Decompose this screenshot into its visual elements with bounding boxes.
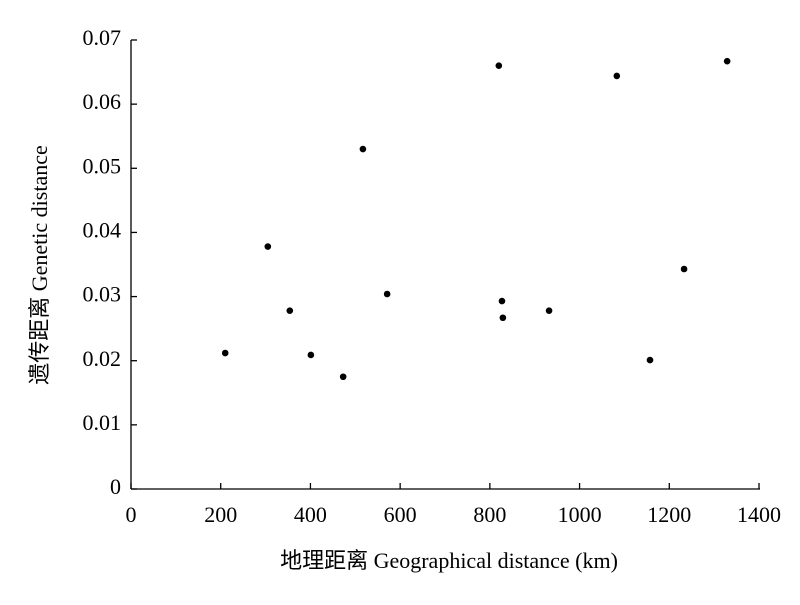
x-tick-label: 1400	[737, 502, 781, 527]
x-tick-label: 400	[294, 502, 327, 527]
x-tick-label: 0	[126, 502, 137, 527]
point	[359, 145, 367, 153]
point	[495, 62, 503, 69]
point	[613, 72, 621, 80]
y-tick-label: 0	[110, 474, 121, 499]
point	[723, 57, 731, 65]
x-tick-label: 1000	[558, 502, 602, 527]
point	[646, 356, 654, 364]
point	[680, 265, 688, 273]
point	[383, 290, 391, 298]
y-tick-label: 0.05	[83, 153, 122, 178]
point	[221, 349, 229, 357]
x-tick-label: 800	[473, 502, 506, 527]
point	[545, 307, 553, 314]
x-axis-label: 地理距离 Geographical distance (km)	[280, 548, 618, 573]
x-tick-label: 200	[204, 502, 237, 527]
point	[286, 307, 294, 314]
y-tick-label: 0.03	[83, 282, 122, 307]
y-tick-label: 0.04	[83, 217, 122, 242]
x-tick-label: 600	[384, 502, 417, 527]
point	[307, 351, 315, 359]
point	[339, 373, 347, 381]
y-tick-label: 0.06	[83, 89, 122, 114]
y-tick-label: 0.01	[83, 410, 122, 435]
point	[499, 314, 507, 322]
y-tick-label: 0.02	[83, 346, 122, 371]
y-axis-label: 遗传距离 Genetic distance	[27, 145, 52, 385]
point	[264, 243, 272, 250]
x-tick-label: 1200	[647, 502, 691, 527]
y-tick-label: 0.07	[83, 25, 122, 50]
point	[498, 297, 506, 305]
